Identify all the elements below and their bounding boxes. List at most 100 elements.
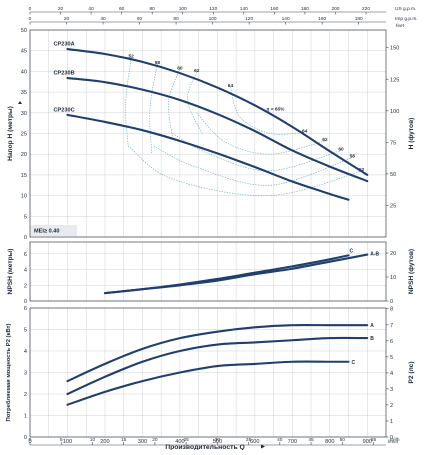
- y-axis-title-left: NPSH (метры): [7, 249, 14, 295]
- efficiency-label: 52: [359, 167, 365, 173]
- efficiency-label: 64: [302, 128, 308, 134]
- x-tick-label: 700: [288, 439, 297, 445]
- y-tick-label: 1: [24, 414, 27, 420]
- right-tick-label: 5: [390, 355, 393, 361]
- series-label-a: A: [370, 323, 374, 329]
- y-tick-label: 4: [24, 349, 27, 355]
- efficiency-label: 62: [322, 137, 328, 143]
- curve-cp230a: [66, 47, 369, 176]
- series-label-c: C: [352, 360, 356, 366]
- right-tick-label: 150: [390, 46, 399, 52]
- plot-frame: [29, 307, 387, 438]
- series-label-cp230c: CP230C: [53, 107, 74, 113]
- efficiency-iso-line: [127, 145, 362, 196]
- y-tick-label: 20: [21, 152, 27, 158]
- right-tick-label: 25: [390, 203, 396, 209]
- chart-panel-1: 0 5 10 15 20 25 30 35 40 45 50 25 50 75 100 125 150 Напор…: [7, 23, 415, 241]
- x-axis-title: Производительность Q: [165, 444, 245, 450]
- y-tick-label: 2: [24, 392, 27, 398]
- chart-panel-2: 0 2 4 6 0 10 20 NPSH (метры) NPSH (футов) A-B C: [7, 241, 415, 305]
- curve-c: [103, 254, 350, 295]
- y-tick-label: 35: [21, 90, 27, 96]
- us-gpm-tick-label: 80: [150, 6, 156, 12]
- plot-frame: [29, 241, 387, 302]
- us-gpm-tick-label: 60: [119, 6, 125, 12]
- curve-a: [66, 323, 369, 383]
- us-gpm-tick-label: 0: [29, 6, 32, 12]
- right-tick-label: 125: [390, 77, 399, 83]
- imp-gpm-tick-label: 60: [137, 16, 143, 22]
- y-axis-title-right: H (футов): [408, 118, 415, 150]
- right-tick-label: 50: [390, 172, 396, 178]
- right-tick-label: 4: [390, 371, 393, 377]
- right-tick-label: 2: [390, 403, 393, 409]
- y-tick-label: 6: [24, 252, 27, 258]
- y-tick-label: 30: [21, 111, 27, 117]
- x-tick-label: 100: [63, 439, 72, 445]
- y-tick-label: 10: [21, 194, 27, 200]
- y-tick-label: 50: [21, 28, 27, 34]
- efficiency-iso-line: [172, 133, 342, 172]
- us-gpm-tick-label: 100: [179, 6, 187, 12]
- x-axis-unit: l/min: [388, 439, 398, 445]
- right-tick-label: 6: [390, 339, 393, 345]
- y-tick-label: 5: [24, 328, 27, 334]
- right-tick-label: 8: [390, 307, 393, 313]
- y-axis-title-left: Напор H (метры): [7, 106, 14, 161]
- m3h-tick-label: 45: [308, 437, 314, 443]
- curve-b: [66, 336, 369, 396]
- efficiency-label: 58: [155, 60, 161, 66]
- imp-gpm-unit: Imp g.p.m.: [395, 16, 418, 22]
- right-tick-label: 0: [390, 435, 393, 441]
- efficiency-iso-line: [168, 69, 181, 138]
- imp-gpm-tick-label: 180: [355, 16, 363, 22]
- curve-c: [66, 360, 350, 406]
- y-axis-title-right: NPSH (футов): [408, 249, 415, 294]
- imp-gpm-tick-label: 0: [29, 16, 32, 22]
- us-gpm-tick-label: 220: [362, 6, 370, 12]
- m3h-tick-label: 15: [121, 437, 127, 443]
- arrow-right-icon: [261, 444, 265, 449]
- imp-gpm-tick-label: 120: [245, 16, 253, 22]
- right-tick-label: 7: [390, 323, 393, 329]
- x-tick-label: 800: [325, 439, 334, 445]
- m3h-tick-label: 40: [277, 437, 283, 443]
- efficiency-label: η = 65%: [266, 107, 285, 113]
- imp-gpm-tick-label: 20: [64, 16, 70, 22]
- efficiency-iso-line: [149, 63, 158, 155]
- right-tick-label: 1: [390, 419, 393, 425]
- right-tick-label: 3: [390, 387, 393, 393]
- right-tick-label: 0: [390, 299, 393, 305]
- curve-cp230b: [66, 76, 369, 183]
- us-gpm-tick-label: 40: [88, 6, 94, 12]
- m3h-axis: 0 5 10 15 20 25 30 35 40 45 50 55 m³/h: [29, 437, 400, 446]
- y-tick-label: 2: [24, 283, 27, 289]
- m3h-tick-label: 20: [152, 437, 158, 443]
- efficiency-iso-line: [125, 57, 132, 146]
- efficiency-iso-line: [187, 72, 203, 134]
- efficiency-label: 52: [129, 54, 135, 60]
- imp-gpm-tick-label: 40: [100, 16, 106, 22]
- y-tick-label: 15: [21, 173, 27, 179]
- mei-label: MEI≥ 0.40: [34, 229, 59, 235]
- m3h-tick-label: 5: [60, 437, 63, 443]
- right-tick-label: 20: [390, 251, 396, 257]
- m3h-tick-label: 25: [183, 437, 189, 443]
- x-tick-label: 900: [363, 439, 372, 445]
- imp-gpm-tick-label: 100: [209, 16, 217, 22]
- y-axis-title-left: Потребляемая мощность P2 (кВт): [5, 323, 12, 421]
- imp-gpm-tick-label: 160: [318, 16, 326, 22]
- us-gpm-unit: US g.p.m.: [395, 6, 416, 12]
- series-label-cp230a: CP230A: [53, 42, 74, 48]
- y-tick-label: 0: [24, 299, 27, 305]
- mei-badge: [31, 225, 77, 236]
- m3h-tick-label: 35: [246, 437, 252, 443]
- us-gpm-tick-label: 160: [270, 6, 278, 12]
- m3h-tick-label: 55: [371, 437, 377, 443]
- series-label-c: C: [350, 248, 354, 254]
- imp-gpm-tick-label: 140: [282, 16, 290, 22]
- m3h-unit: m³/h: [390, 437, 400, 443]
